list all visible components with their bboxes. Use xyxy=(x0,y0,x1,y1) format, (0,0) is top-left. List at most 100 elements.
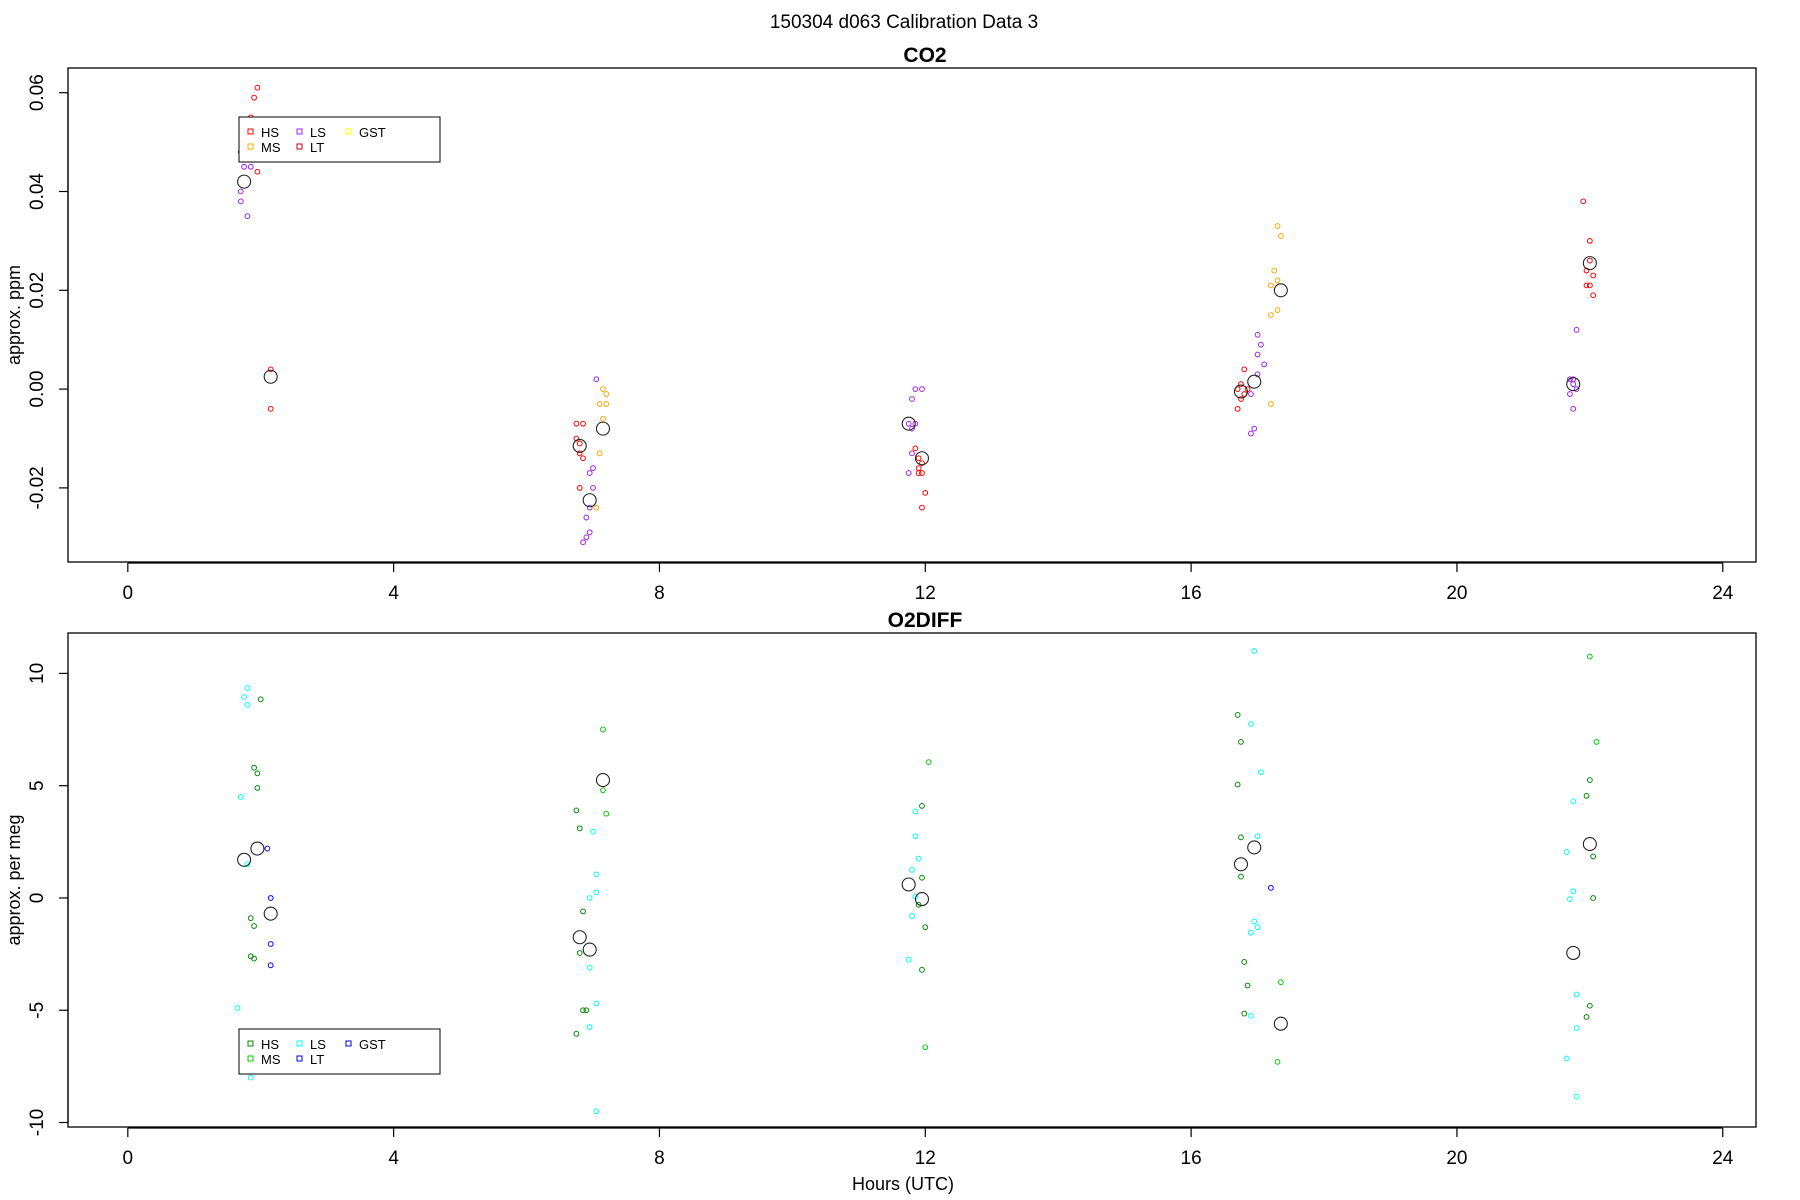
co2-mean-marker xyxy=(572,438,587,453)
co2-y-tick-label: -0.02 xyxy=(27,466,48,509)
o2diff-point-ms xyxy=(1586,653,1593,660)
co2-point-hs xyxy=(1238,396,1244,402)
co2-point-hs xyxy=(576,450,583,457)
o2diff-point-hs xyxy=(254,770,261,777)
co2-legend-key-gst xyxy=(345,128,352,135)
o2diff-point-hs xyxy=(1583,792,1590,799)
o2diff-point-lt xyxy=(267,962,274,969)
o2diff-point-hs xyxy=(580,1007,586,1014)
co2-point-ls xyxy=(909,450,915,457)
o2diff-point-ls xyxy=(1248,929,1254,936)
co2-mean-marker xyxy=(582,493,597,508)
co2-point-hs xyxy=(915,465,922,472)
o2diff-point-ls xyxy=(244,861,251,868)
co2-point-ls xyxy=(905,470,912,476)
co2-point-hs xyxy=(1586,282,1593,289)
o2diff-point-ls xyxy=(909,913,915,919)
co2-point-hs xyxy=(1238,381,1244,388)
o2diff-mean-marker xyxy=(595,773,611,788)
co2-point-ls xyxy=(1248,391,1254,397)
co2-point-ls xyxy=(909,396,915,402)
co2-point-ms xyxy=(603,391,610,397)
o2diff-mean-marker xyxy=(263,906,278,921)
co2-point-ms xyxy=(596,401,603,407)
co2-mean-marker xyxy=(1233,384,1249,399)
o2diff-mean-marker xyxy=(250,841,265,856)
co2-mean-marker xyxy=(263,369,278,384)
co2-point-ms xyxy=(1277,233,1284,239)
co2-legend-label-ls: LS xyxy=(310,125,326,140)
co2-point-ls xyxy=(1570,381,1577,388)
co2-point-hs xyxy=(1580,198,1587,205)
co2-point-ls xyxy=(244,213,251,220)
co2-point-ls xyxy=(237,188,244,195)
o2diff-legend-key-lt xyxy=(296,1055,303,1062)
o2diff-x-tick-label: 20 xyxy=(1446,1148,1467,1169)
o2diff-legend-key-ms xyxy=(247,1055,254,1062)
o2diff-point-ms xyxy=(1274,1058,1281,1065)
co2-legend-label-ms: MS xyxy=(261,140,281,155)
o2diff-x-axis-label: Hours (UTC) xyxy=(852,1174,954,1194)
o2diff-point-ms xyxy=(925,759,932,766)
co2-point-hs xyxy=(912,445,919,452)
co2-y-axis: -0.02 0.00 0.02 0.04 0.06 xyxy=(27,74,69,510)
o2diff-point-ls xyxy=(241,694,248,700)
co2-panel: CO2 0 4 8 12 16 20 24 -0.02 0.00 0.02 0.04 0.06 ap… xyxy=(4,44,1757,604)
o2diff-legend-label-gst: GST xyxy=(359,1037,386,1052)
co2-point-ms xyxy=(1274,307,1281,313)
o2diff-point-ls xyxy=(1573,991,1580,998)
co2-point-ls xyxy=(1254,351,1261,358)
o2diff-point-lt xyxy=(267,941,274,947)
co2-point-ms xyxy=(1274,277,1281,284)
o2diff-point-hs xyxy=(1590,895,1597,901)
o2diff-point-ls xyxy=(237,794,244,800)
co2-point-hs xyxy=(267,405,274,412)
o2diff-x-tick-label: 0 xyxy=(123,1148,134,1169)
o2diff-point-ls xyxy=(912,808,919,815)
o2diff-point-ls xyxy=(1248,721,1254,727)
o2diff-legend-label-hs: HS xyxy=(261,1037,279,1052)
o2diff-point-ls xyxy=(593,1000,600,1007)
co2-point-ls xyxy=(583,534,590,541)
o2diff-mean-marker xyxy=(914,892,930,907)
co2-legend-box xyxy=(238,116,441,163)
co2-point-ms xyxy=(600,415,606,422)
co2-point-ls xyxy=(590,465,596,472)
o2diff-point-ls xyxy=(1570,888,1577,895)
o2diff-point-hs xyxy=(1234,781,1241,788)
o2diff-point-hs xyxy=(573,807,580,814)
co2-point-hs xyxy=(580,420,586,427)
o2diff-point-ls xyxy=(247,1074,254,1081)
co2-y-tick-label: 0.00 xyxy=(27,371,48,408)
o2diff-point-lt xyxy=(1267,884,1274,891)
o2diff-point-ls xyxy=(1257,769,1264,776)
co2-x-tick-label: 0 xyxy=(123,583,134,604)
o2diff-point-ms xyxy=(600,726,606,733)
o2diff-y-tick-label: 0 xyxy=(27,893,48,904)
o2diff-point-ls xyxy=(1570,798,1577,805)
o2diff-mean-marker xyxy=(582,942,597,957)
o2diff-point-ls xyxy=(1254,924,1261,931)
o2diff-point-hs xyxy=(1238,739,1244,745)
co2-legend: HS MS LS LT GST xyxy=(238,116,441,163)
co2-mean-marker xyxy=(1582,256,1597,271)
co2-point-ms xyxy=(600,386,606,393)
co2-legend-key-ls xyxy=(296,128,303,135)
co2-point-ms xyxy=(596,450,603,457)
o2diff-mean-marker xyxy=(901,877,916,892)
o2diff-mean-marker xyxy=(1582,837,1597,852)
co2-x-tick-label: 4 xyxy=(388,583,399,604)
o2diff-point-hs xyxy=(254,785,261,791)
co2-point-hs xyxy=(580,455,586,462)
co2-point-hs xyxy=(1590,292,1597,299)
o2diff-point-ms xyxy=(922,1044,929,1051)
co2-x-tick-label: 16 xyxy=(1181,583,1202,604)
co2-point-hs xyxy=(915,455,922,462)
o2diff-point-ls xyxy=(593,871,600,878)
o2diff-y-axis-label: approx. per meg xyxy=(4,814,24,945)
co2-point-hs xyxy=(1590,272,1597,279)
co2-mean-marker xyxy=(1247,374,1262,389)
o2diff-point-hs xyxy=(1238,873,1244,880)
co2-point-hs xyxy=(576,440,583,447)
